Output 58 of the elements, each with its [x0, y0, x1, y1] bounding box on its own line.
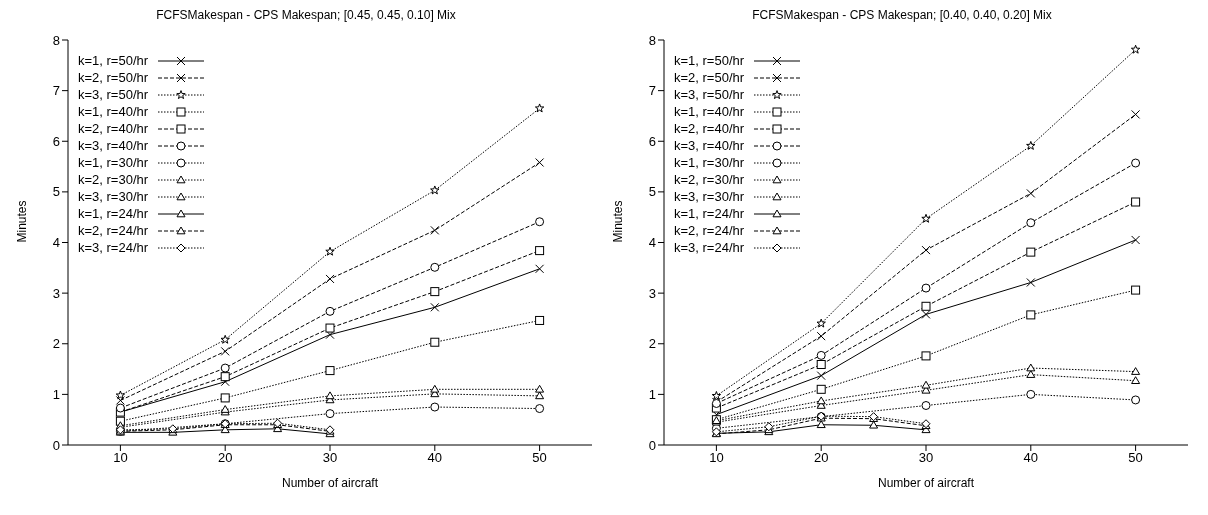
legend-label: k=1, r=40/hr: [78, 103, 149, 120]
y-axis-title: Minutes: [15, 200, 30, 243]
legend-label: k=1, r=24/hr: [78, 205, 149, 222]
legend-label: k=3, r=40/hr: [78, 137, 149, 154]
legend-label: k=1, r=40/hr: [674, 103, 745, 120]
x-tick-label: 20: [217, 450, 233, 466]
x-tick-label: 50: [532, 450, 547, 466]
legend-label: k=2, r=24/hr: [674, 222, 745, 239]
legend-label: k=2, r=50/hr: [674, 69, 745, 86]
legend-label: k=3, r=50/hr: [674, 86, 745, 103]
x-axis-title: Number of aircraft: [877, 476, 975, 490]
legend-label: k=1, r=50/hr: [78, 52, 149, 69]
legend-label: k=3, r=24/hr: [78, 239, 149, 256]
legend-label: k=1, r=24/hr: [674, 205, 745, 222]
x-tick-label: 30: [322, 450, 338, 466]
legend-label: k=2, r=40/hr: [674, 120, 745, 137]
legend-label: k=2, r=50/hr: [78, 69, 149, 86]
y-tick-label: 2: [648, 336, 656, 352]
y-tick-label: 1: [52, 386, 60, 402]
legend-label: k=3, r=30/hr: [78, 188, 149, 205]
y-tick-label: 5: [648, 184, 656, 200]
legend-label: k=1, r=50/hr: [674, 52, 745, 69]
legend-label: k=3, r=50/hr: [78, 86, 149, 103]
x-tick-label: 40: [1023, 450, 1039, 466]
y-tick-label: 4: [52, 235, 60, 251]
y-tick-label: 5: [52, 184, 60, 200]
y-tick-label: 0: [52, 437, 60, 453]
legend-label: k=2, r=40/hr: [78, 120, 149, 137]
legend-label: k=2, r=30/hr: [674, 171, 745, 188]
y-tick-label: 7: [52, 83, 60, 99]
y-tick-label: 3: [52, 285, 60, 301]
x-tick-label: 30: [918, 450, 934, 466]
x-tick-label: 10: [113, 450, 128, 466]
legend-label: k=3, r=24/hr: [674, 239, 745, 256]
legend-label: k=2, r=24/hr: [78, 222, 149, 239]
y-tick-label: 3: [648, 285, 656, 301]
legend-label: k=1, r=30/hr: [674, 154, 745, 171]
legend-label: k=3, r=40/hr: [674, 137, 745, 154]
x-tick-label: 50: [1128, 450, 1143, 466]
y-tick-label: 6: [648, 133, 656, 149]
y-tick-label: 4: [648, 235, 656, 251]
legend-label: k=3, r=30/hr: [674, 188, 745, 205]
y-tick-label: 0: [648, 437, 656, 453]
x-axis-title: Number of aircraft: [281, 476, 379, 490]
y-tick-label: 8: [648, 32, 656, 48]
y-axis-title: Minutes: [611, 200, 626, 243]
legend-label: k=2, r=30/hr: [78, 171, 149, 188]
chart-title: FCFSMakespan - CPS Makespan; [0.40, 0.40, 0.20] Mix: [751, 8, 1053, 22]
y-tick-label: 2: [52, 336, 60, 352]
chart-title: FCFSMakespan - CPS Makespan; [0.45, 0.45, 0.10] Mix: [155, 8, 457, 22]
x-tick-label: 10: [709, 450, 724, 466]
x-tick-label: 20: [813, 450, 829, 466]
y-tick-label: 6: [52, 133, 60, 149]
legend-label: k=1, r=30/hr: [78, 154, 149, 171]
y-tick-label: 1: [648, 386, 656, 402]
x-tick-label: 40: [427, 450, 443, 466]
y-tick-label: 8: [52, 32, 60, 48]
y-tick-label: 7: [648, 83, 656, 99]
